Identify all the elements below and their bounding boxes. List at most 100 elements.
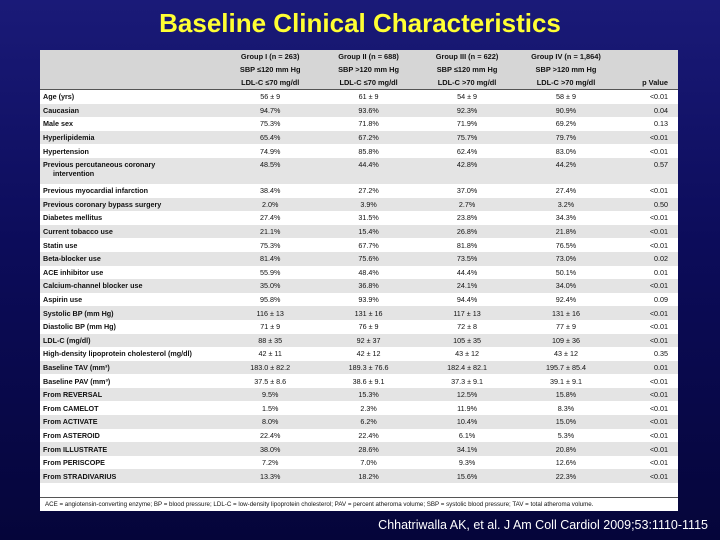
group-value-cell: 81.8% <box>417 238 517 252</box>
row-label: Baseline PAV (mm³) <box>40 374 222 388</box>
header-cell: LDL-C ≤70 mg/dl <box>221 76 320 90</box>
p-value-cell: <0.01 <box>615 144 678 158</box>
group-value-cell: 21.1% <box>221 224 320 239</box>
row-label-text: From CAMELOT <box>43 403 99 413</box>
row-label: Calcium-channel blocker use <box>40 279 222 293</box>
group-value-cell: 39.1 ± 9.1 <box>516 374 616 388</box>
table-row: From REVERSAL 9.5% 15.3% 12.5% 15.8% <0.01 <box>40 387 678 402</box>
group-value-cell: 11.9% <box>417 401 517 416</box>
header-row2: SBP ≤120 mm Hg SBP >120 mm Hg SBP ≤120 mm … <box>40 63 678 76</box>
row-label: Baseline TAV (mm³) <box>40 360 222 375</box>
row-label: Hypertension <box>40 144 222 158</box>
row-label: Current tobacco use <box>40 224 222 239</box>
group-value-cell: 69.2% <box>516 117 616 131</box>
table-body: Age (yrs) 56 ± 9 61 ± 9 54 ± 9 58 ± 9 <0.01 Ca… <box>40 89 678 484</box>
group-value-cell: 38.6 ± 9.1 <box>319 374 418 388</box>
group-value-cell: 15.3% <box>319 387 418 402</box>
group-value-cell: 13.3% <box>221 469 320 484</box>
group-value-cell: 1.5% <box>221 401 320 416</box>
p-value-cell: 0.50 <box>615 197 678 212</box>
header-cell: LDL-C ≤70 mg/dl <box>319 76 418 90</box>
row-label-text: ACE inhibitor use <box>43 267 104 277</box>
table-row: From ASTEROID 22.4% 22.4% 6.1% 5.3% <0.01 <box>40 428 678 443</box>
group-value-cell: 37.5 ± 8.6 <box>221 374 320 388</box>
group-value-cell: 189.3 ± 76.6 <box>319 360 418 375</box>
row-label: Diastolic BP (mm Hg) <box>40 319 222 334</box>
group-value-cell: 85.8% <box>319 144 418 158</box>
row-label-text: Calcium-channel blocker use <box>43 281 143 291</box>
header-cell: Group II (n = 688) <box>319 50 418 63</box>
row-label-text: Previous coronary bypass surgery <box>43 199 162 209</box>
group-value-cell: 116 ± 13 <box>221 306 320 320</box>
group-value-cell: 7.0% <box>319 455 418 470</box>
row-label-text: Beta-blocker use <box>43 254 101 264</box>
group-value-cell: 15.6% <box>417 469 517 484</box>
group-value-cell: 7.2% <box>221 455 320 470</box>
group-value-cell: 9.5% <box>221 387 320 402</box>
table-row: High-density lipoprotein cholesterol (mg… <box>40 347 678 361</box>
row-label: Age (yrs) <box>40 89 222 104</box>
table-row: Baseline PAV (mm³) 37.5 ± 8.6 38.6 ± 9.1 37… <box>40 374 678 388</box>
p-value-cell: <0.01 <box>615 238 678 252</box>
group-value-cell: 22.3% <box>516 469 616 484</box>
p-value-cell: <0.01 <box>615 333 678 348</box>
group-value-cell: 79.7% <box>516 130 616 145</box>
group-value-cell: 94.7% <box>221 103 320 118</box>
group-value-cell: 71.9% <box>417 117 517 131</box>
row-label-text: Systolic BP (mm Hg) <box>43 308 114 318</box>
group-value-cell: 117 ± 13 <box>417 306 517 320</box>
group-value-cell: 44.2% <box>516 157 616 184</box>
row-label: From ACTIVATE <box>40 415 222 429</box>
row-label-text: High-density lipoprotein cholesterol (mg… <box>43 349 192 359</box>
row-label: Hyperlipidemia <box>40 130 222 145</box>
p-value-cell: <0.01 <box>615 415 678 429</box>
group-value-cell: 9.3% <box>417 455 517 470</box>
header-cell: Group III (n = 622) <box>417 50 517 63</box>
group-value-cell: 76 ± 9 <box>319 319 418 334</box>
table-row: Current tobacco use 21.1% 15.4% 26.8% 21.8% <… <box>40 224 678 239</box>
group-value-cell: 75.6% <box>319 251 418 266</box>
group-value-cell: 15.4% <box>319 224 418 239</box>
row-label-text: Caucasian <box>43 105 79 115</box>
row-label: From CAMELOT <box>40 401 222 416</box>
group-value-cell: 42 ± 12 <box>319 347 418 361</box>
row-label: High-density lipoprotein cholesterol (mg… <box>40 347 222 361</box>
row-label-text: Diabetes mellitus <box>43 213 103 223</box>
group-value-cell: 77 ± 9 <box>516 319 616 334</box>
row-label: ACE inhibitor use <box>40 265 222 280</box>
header-cell: p Value <box>615 76 678 90</box>
p-value-cell: <0.01 <box>615 469 678 484</box>
group-value-cell: 38.0% <box>221 442 320 456</box>
group-value-cell: 2.3% <box>319 401 418 416</box>
group-value-cell: 28.6% <box>319 442 418 456</box>
table-row: LDL-C (mg/dl) 88 ± 35 92 ± 37 105 ± 35 109 ±… <box>40 333 678 348</box>
group-value-cell: 42.8% <box>417 157 517 184</box>
group-value-cell: 48.4% <box>319 265 418 280</box>
table-row: Diabetes mellitus 27.4% 31.5% 23.8% 34.3% <0.… <box>40 211 678 225</box>
table-footnote: ACE = angiotensin-converting enzyme; BP … <box>40 497 678 511</box>
group-value-cell: 27.2% <box>319 183 418 198</box>
group-value-cell: 48.5% <box>221 157 320 184</box>
p-value-cell: 0.04 <box>615 103 678 118</box>
group-value-cell: 6.1% <box>417 428 517 443</box>
group-value-cell: 81.4% <box>221 251 320 266</box>
table-row: From ILLUSTRATE 38.0% 28.6% 34.1% 20.8% <0.01 <box>40 442 678 456</box>
p-value-cell: <0.01 <box>615 455 678 470</box>
row-label-text: Baseline PAV (mm³) <box>43 376 111 386</box>
table-row: From PERISCOPE 7.2% 7.0% 9.3% 12.6% <0.01 <box>40 455 678 470</box>
group-value-cell: 10.4% <box>417 415 517 429</box>
group-value-cell: 12.5% <box>417 387 517 402</box>
group-value-cell: 26.8% <box>417 224 517 239</box>
row-label-text: From PERISCOPE <box>43 458 105 468</box>
group-value-cell: 67.2% <box>319 130 418 145</box>
p-value-cell: 0.09 <box>615 292 678 307</box>
characteristics-table-card: Group I (n = 263) Group II (n = 688) Group… <box>40 50 678 511</box>
row-label: Diabetes mellitus <box>40 211 222 225</box>
row-label: From PERISCOPE <box>40 455 222 470</box>
group-value-cell: 34.3% <box>516 211 616 225</box>
header-row3: LDL-C ≤70 mg/dl LDL-C ≤70 mg/dl LDL-C >70 … <box>40 76 678 90</box>
group-value-cell: 43 ± 12 <box>516 347 616 361</box>
group-value-cell: 67.7% <box>319 238 418 252</box>
group-value-cell: 71.8% <box>319 117 418 131</box>
table-row: From STRADIVARIUS 13.3% 18.2% 15.6% 22.3% <0.… <box>40 469 678 484</box>
